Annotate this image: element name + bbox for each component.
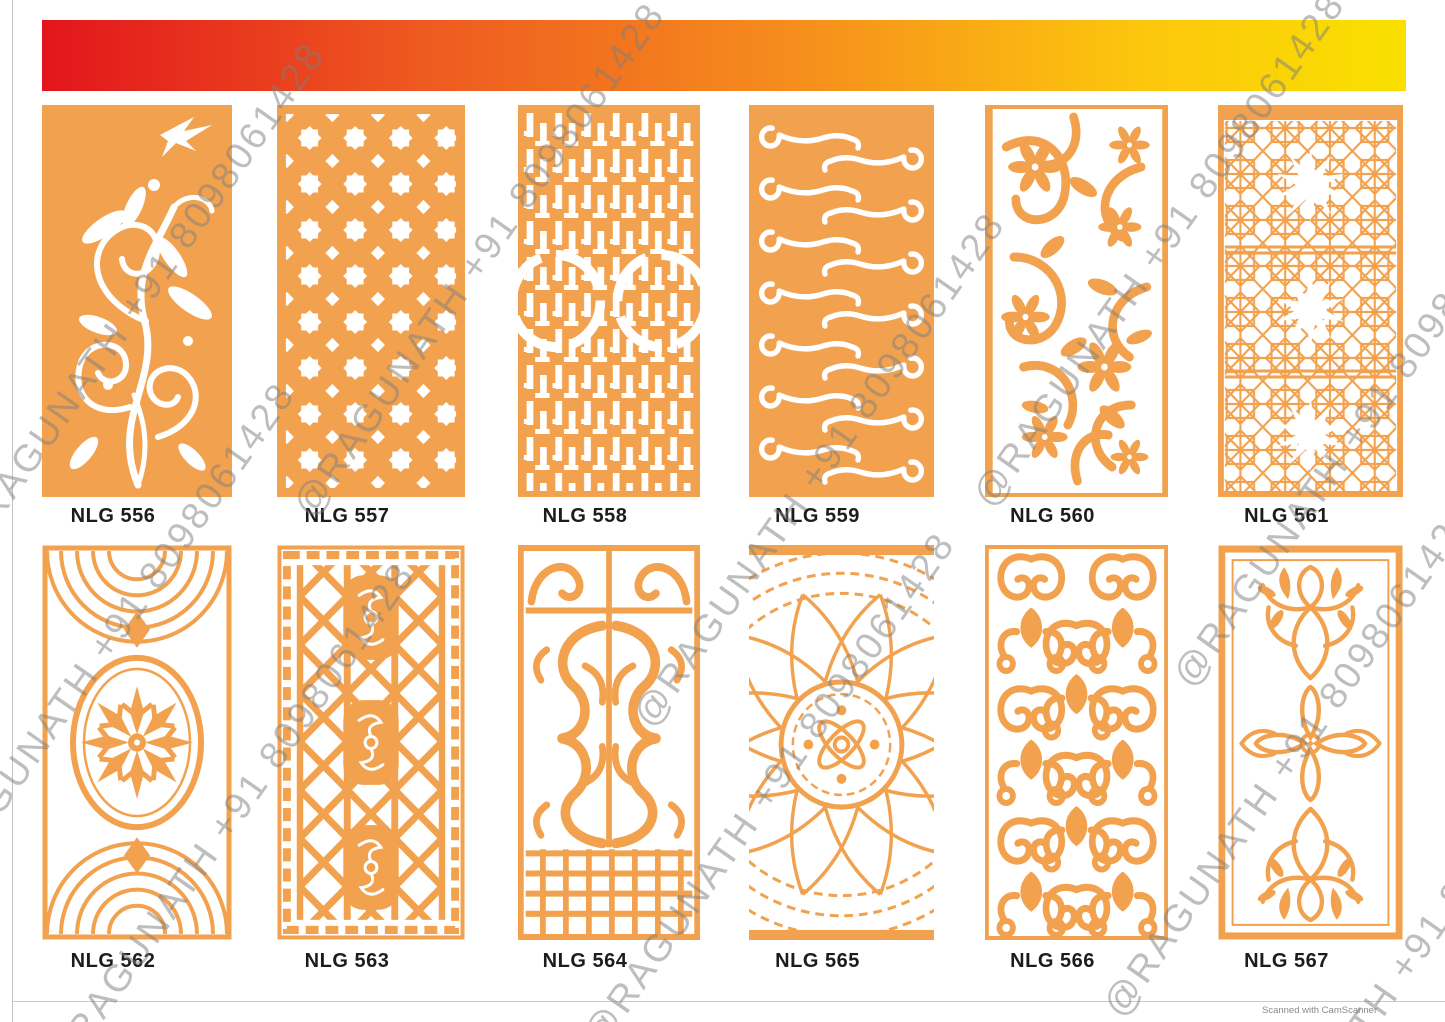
gradient-banner [42, 20, 1406, 91]
pattern-arabesque-vine-flower-icon [1218, 545, 1403, 940]
pattern-islamic-star-grid-icon [1218, 105, 1403, 497]
panel-nlg-564 [518, 545, 700, 940]
panel-nlg-565 [749, 545, 934, 940]
panel-label-nlg-557: NLG 557 [304, 505, 390, 527]
panel-label-nlg-561: NLG 561 [1244, 505, 1329, 527]
panel-nlg-561 [1218, 105, 1403, 497]
panel-nlg-560 [985, 105, 1168, 497]
panel-label-nlg-560: NLG 560 [1010, 505, 1095, 527]
camscanner-note: Scanned with CamScanner [1262, 1005, 1378, 1016]
panel-label-nlg-559: NLG 559 [775, 505, 860, 527]
panel-label-nlg-565: NLG 565 [775, 950, 860, 972]
panel-label-nlg-556: NLG 556 [70, 505, 156, 527]
panel-nlg-566 [985, 545, 1168, 940]
panel-label-nlg-562: NLG 562 [70, 950, 156, 972]
pattern-chinese-lattice-rings-icon [518, 105, 700, 497]
pattern-cloud-swirl-rows-icon [749, 105, 934, 497]
pattern-damask-curls-icon [985, 545, 1168, 940]
panel-nlg-559 [749, 105, 934, 497]
panel-label-nlg-558: NLG 558 [542, 505, 628, 527]
panel-label-nlg-567: NLG 567 [1244, 950, 1329, 972]
panel-nlg-567 [1218, 545, 1403, 940]
panel-label-nlg-563: NLG 563 [304, 950, 390, 972]
pattern-sunflower-radial-weave-icon [749, 545, 934, 940]
pattern-dense-floral-vine-icon [985, 105, 1168, 497]
panel-label-nlg-564: NLG 564 [542, 950, 628, 972]
panel-nlg-558 [518, 105, 700, 497]
panel-label-nlg-566: NLG 566 [1010, 950, 1095, 972]
pattern-floral-swirl-with-bird-icon [42, 105, 232, 497]
page-edge-line-horizontal [12, 1001, 1445, 1002]
panel-nlg-556 [42, 105, 232, 497]
panel-nlg-557 [277, 105, 465, 497]
pattern-moroccan-star-lattice-icon [277, 105, 465, 497]
page-edge-line-vertical [12, 0, 13, 1022]
pattern-lattice-with-medallions-icon [277, 545, 465, 940]
panel-nlg-562 [42, 545, 232, 940]
pattern-ironwork-scrolls-icon [518, 545, 700, 940]
panel-nlg-563 [277, 545, 465, 940]
pattern-thai-ornament-medallion-icon [42, 545, 232, 940]
